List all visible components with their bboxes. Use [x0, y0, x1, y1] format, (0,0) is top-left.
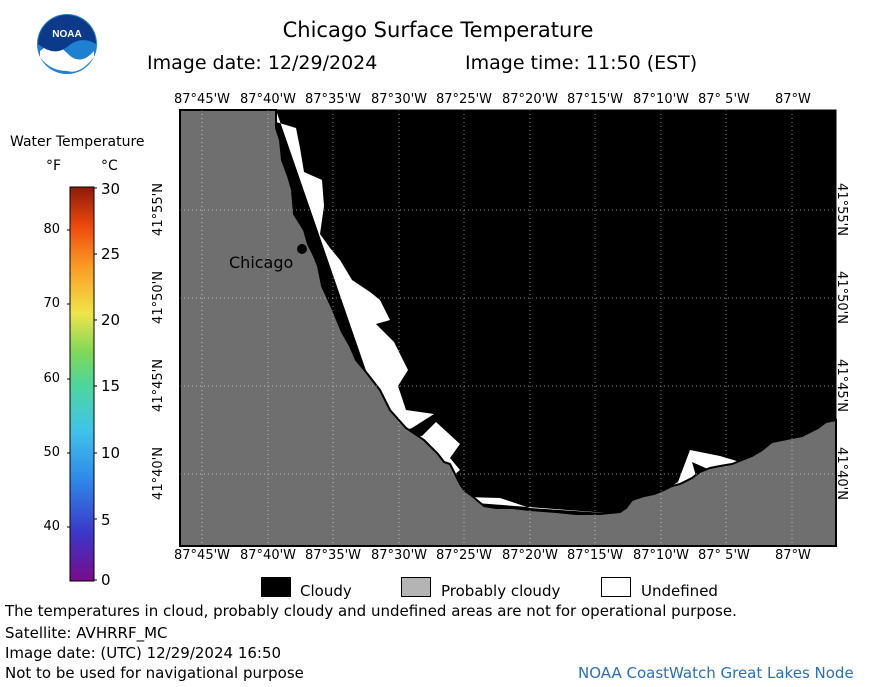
lon-label-bottom: 87°15'W	[567, 548, 624, 563]
lon-label-bottom: 87°10'W	[633, 548, 690, 563]
image-time: Image time: 11:50 (EST)	[465, 52, 698, 74]
lon-label-top: 87°W	[775, 92, 811, 107]
utc-date: Image date: (UTC) 12/29/2024 16:50	[5, 644, 282, 662]
unit-fahrenheit: °F	[46, 158, 62, 174]
lat-label-right: 41°50'N	[833, 271, 849, 324]
f-tick-40: 40	[43, 519, 60, 534]
f-tick-70: 70	[43, 296, 60, 311]
lat-label-left: 41°40'N	[150, 447, 166, 500]
c-tick-0: 0	[101, 571, 111, 589]
page-title: Chicago Surface Temperature	[282, 18, 594, 42]
colorbar	[67, 186, 97, 582]
disclaimer: The temperatures in cloud, probably clou…	[5, 602, 737, 620]
lon-label-bottom: 87°W	[775, 548, 811, 563]
lon-label-bottom: 87°25'W	[436, 548, 493, 563]
satellite-info: Satellite: AVHRRF_MC	[5, 624, 168, 642]
lat-label-left: 41°55'N	[150, 183, 166, 236]
lon-label-top: 87°20'W	[502, 92, 559, 107]
lon-label-bottom: 87°30'W	[371, 548, 428, 563]
chicago-marker	[297, 244, 307, 254]
lat-label-right: 41°40'N	[833, 447, 849, 500]
lon-label-bottom: 87°40'W	[240, 548, 297, 563]
lon-label-top: 87°10'W	[633, 92, 690, 107]
c-tick-5: 5	[101, 511, 111, 529]
image-date: Image date: 12/29/2024	[147, 52, 378, 74]
lon-label-top: 87°30'W	[371, 92, 428, 107]
lon-label-top: 87°40'W	[240, 92, 297, 107]
lon-label-bottom: 87° 5'W	[698, 548, 750, 563]
lat-label-right: 41°45'N	[833, 359, 849, 412]
legend-cloudy: Cloudy	[300, 582, 352, 600]
credit-link[interactable]: NOAA CoastWatch Great Lakes Node	[578, 664, 854, 682]
lat-label-left: 41°45'N	[150, 359, 166, 412]
lon-label-top: 87°35'W	[305, 92, 362, 107]
legend-probably-cloudy: Probably cloudy	[441, 582, 561, 600]
logo-text: NOAA	[52, 29, 81, 40]
unit-celsius: °C	[101, 158, 118, 174]
c-tick-25: 25	[101, 245, 121, 263]
noaa-logo: NOAA	[37, 14, 97, 74]
c-tick-30: 30	[101, 180, 121, 198]
legend-swatch-undefined	[601, 577, 631, 597]
map	[179, 109, 837, 547]
lon-label-top: 87° 5'W	[698, 92, 750, 107]
c-tick-15: 15	[101, 377, 121, 395]
lon-label-top: 87°45'W	[174, 92, 231, 107]
lon-label-bottom: 87°35'W	[305, 548, 362, 563]
city-label: Chicago	[229, 253, 294, 272]
legend-swatch-probably-cloudy	[401, 577, 431, 597]
legend-undefined: Undefined	[641, 582, 718, 600]
lat-label-left: 41°50'N	[150, 271, 166, 324]
lon-label-top: 87°25'W	[436, 92, 493, 107]
land	[179, 109, 837, 547]
lat-label-right: 41°55'N	[833, 183, 849, 236]
c-tick-20: 20	[101, 311, 121, 329]
lon-label-top: 87°15'W	[567, 92, 624, 107]
colorbar-title: Water Temperature	[10, 134, 145, 150]
legend-swatch-cloudy	[261, 577, 291, 597]
c-tick-10: 10	[101, 444, 121, 462]
lon-label-bottom: 87°45'W	[174, 548, 231, 563]
f-tick-80: 80	[43, 222, 60, 237]
f-tick-60: 60	[43, 371, 60, 386]
lon-label-bottom: 87°20'W	[502, 548, 559, 563]
f-tick-50: 50	[43, 445, 60, 460]
nav-warning: Not to be used for navigational purpose	[5, 664, 304, 682]
